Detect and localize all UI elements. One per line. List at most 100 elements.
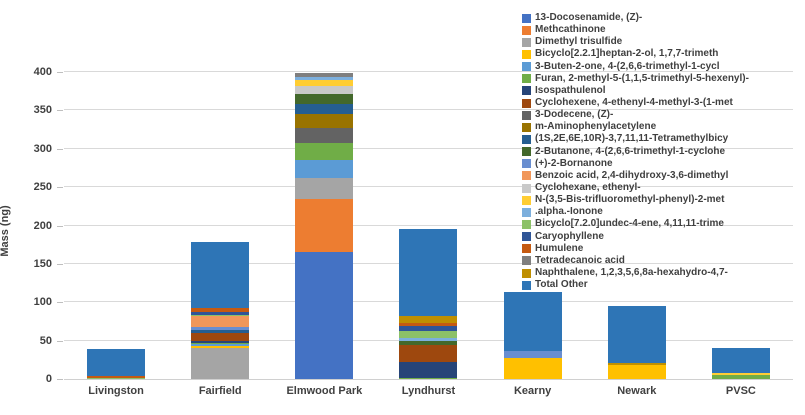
x-axis-labels: Livingston Fairfield Elmwood Park Lyndhurst… [64,385,793,397]
bar-segment[interactable] [607,365,666,379]
y-tick-mark [57,340,63,342]
bar-segment[interactable] [191,316,250,327]
bar-segment[interactable] [87,349,146,376]
bar-segment[interactable] [191,311,250,315]
y-tick-mark [57,379,63,380]
legend-item[interactable]: 2-Butanone, 4-(2,6,6-trimethyl-1-cyclohe [522,146,749,158]
legend-item[interactable]: m-Aminophenylacetylene [522,121,749,133]
bar-segment[interactable] [191,242,250,308]
bar-segment[interactable] [295,160,354,178]
bar-segment[interactable] [503,357,562,379]
bar-segment[interactable] [503,291,562,351]
bar-segment[interactable] [191,347,250,379]
legend-label: N-(3,5-Bis-trifluoromethyl-phenyl)-2-met [535,194,725,206]
legend-item[interactable]: (+)-2-Bornanone [522,158,749,170]
legend-swatch [522,268,531,278]
bar-segment[interactable] [191,344,250,347]
legend-item[interactable]: Bicyclo[7.2.0]undec-4-ene, 4,11,11-trime [522,218,749,230]
legend-item[interactable]: Cyclohexane, ethenyl- [522,182,749,194]
bar-segment[interactable] [295,142,354,161]
bar-segment[interactable] [191,329,250,333]
bar-segment[interactable] [295,198,354,253]
legend-item[interactable]: 3-Dodecene, (Z)- [522,109,749,121]
bar-segment[interactable] [295,104,354,115]
legend-item[interactable]: Methcathinone [522,24,749,36]
bar-segment[interactable] [295,79,354,86]
bar-segment[interactable] [711,372,770,376]
bar-segment[interactable] [607,306,666,363]
bar-segment[interactable] [399,340,458,346]
legend-swatch [522,244,531,254]
x-axis-label: Kearny [513,385,552,397]
y-tick-mark [57,263,63,265]
legend-label: (1S,2E,6E,10R)-3,7,11,11-Tetramethylbicy [535,133,729,145]
legend-label: Furan, 2-methyl-5-(1,1,5-trimethyl-5-hex… [535,72,749,84]
bar-segment[interactable] [399,326,458,332]
bar-segment[interactable] [295,252,354,379]
bar-segment[interactable] [87,375,146,378]
legend-label: Bicyclo[7.2.0]undec-4-ene, 4,11,11-trime [535,218,724,230]
legend-label: Isospathulenol [535,84,606,96]
legend-label: Bicyclo[2.2.1]heptan-2-ol, 1,7,7-trimeth [535,48,719,60]
bar-segment[interactable] [295,128,354,143]
x-axis-label: Fairfield [198,385,242,397]
bar-segment[interactable] [399,345,458,363]
bar-segment[interactable] [295,76,354,80]
bar-segment[interactable] [503,350,562,358]
bar-segment[interactable] [191,314,250,317]
bar-segment[interactable] [711,375,770,379]
legend-item[interactable]: Furan, 2-methyl-5-(1,1,5-trimethyl-5-hex… [522,73,749,85]
legend-label: Naphthalene, 1,2,3,5,6,8a-hexahydro-4,7- [535,267,728,279]
bar-segment[interactable] [191,307,250,312]
legend-swatch [522,183,531,193]
bar-segment[interactable] [399,337,458,341]
legend-item[interactable]: N-(3,5-Bis-trifluoromethyl-phenyl)-2-met [522,194,749,206]
bar-segment[interactable] [399,331,458,338]
bar-slot-fairfield [168,72,272,379]
bar-segment[interactable] [295,72,354,77]
legend-swatch [522,98,531,108]
legend-item[interactable]: (1S,2E,6E,10R)-3,7,11,11-Tetramethylbicy [522,133,749,145]
bar-segment[interactable] [191,326,250,330]
legend-item[interactable]: Bicyclo[2.2.1]heptan-2-ol, 1,7,7-trimeth [522,48,749,60]
bar-segment[interactable] [191,342,250,345]
legend-swatch [522,134,531,144]
bar-segment[interactable] [295,94,354,105]
legend-item[interactable]: Benzoic acid, 2,4-dihydroxy-3,6-dimethyl [522,170,749,182]
legend-swatch [522,207,531,217]
y-tick-mark [57,148,63,150]
bar-segment[interactable] [399,316,458,324]
bar-slot-elmwood-park [272,72,376,379]
bar-segment[interactable] [295,85,354,95]
bar-segment[interactable] [399,378,458,379]
bar-segment[interactable] [191,340,250,343]
legend-item[interactable]: Dimethyl trisulfide [522,36,749,48]
bar-segment[interactable] [399,228,458,317]
plot-area [64,71,793,380]
bar-segment[interactable] [295,114,354,129]
legend-item[interactable]: Humulene [522,243,749,255]
legend-swatch [522,219,531,229]
legend-swatch [522,171,531,181]
x-axis-label: Livingston [88,385,144,397]
bar-segment[interactable] [711,348,770,373]
bar-segment[interactable] [399,323,458,327]
legend-item[interactable]: Caryophyllene [522,231,749,243]
legend-item[interactable]: Cyclohexene, 4-ethenyl-4-methyl-3-(1-met [522,97,749,109]
legend-item[interactable]: Total Other [522,279,749,291]
legend-item[interactable]: .alpha.-Ionone [522,206,749,218]
bar-segment[interactable] [607,362,666,366]
y-tick-label: 0 [45,373,52,385]
legend-swatch [522,74,531,84]
bar-segment[interactable] [399,362,458,379]
bar-segment[interactable] [191,332,250,341]
bar-segment[interactable] [87,377,146,379]
legend-item[interactable]: Naphthalene, 1,2,3,5,6,8a-hexahydro-4,7- [522,267,749,279]
legend-item[interactable]: 13-Docosenamide, (Z)- [522,12,749,24]
y-tick-label: 150 [33,257,52,270]
legend-item[interactable]: Tetradecanoic acid [522,255,749,267]
legend-item[interactable]: Isospathulenol [522,85,749,97]
bar-segment[interactable] [295,177,354,199]
legend-item[interactable]: 3-Buten-2-one, 4-(2,6,6-trimethyl-1-cycl [522,61,749,73]
bar-segment[interactable] [191,346,250,348]
